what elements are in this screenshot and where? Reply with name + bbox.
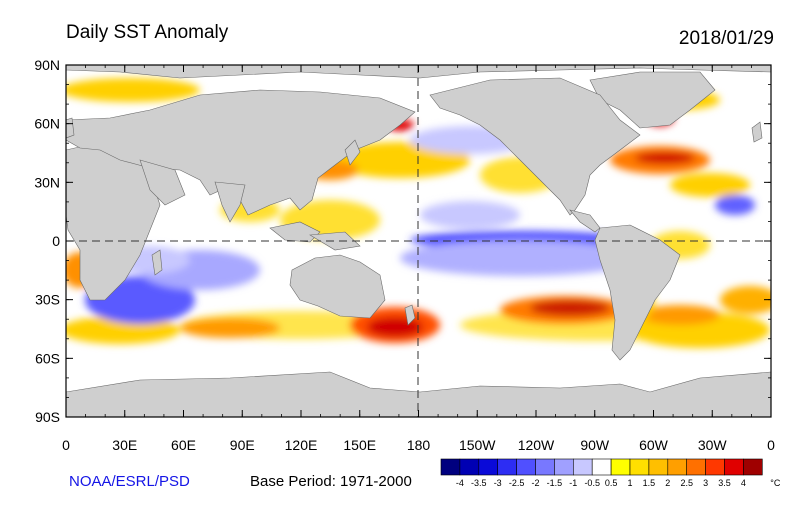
colorbar-label: -3 [494,478,502,488]
y-tick-label: 30N [34,174,60,190]
colorbar-swatch [648,458,669,476]
x-tick-label: 30E [112,437,137,453]
y-axis: 90N 60N 30N 0 30S 60S 90S [34,57,771,425]
y-tick-label: 90N [34,57,60,73]
y-tick-label: 0 [52,233,60,249]
colorbar-label: 0.5 [605,478,618,488]
base-period-label: Base Period: 1971-2000 [250,473,412,490]
x-tick-label: 0 [767,437,775,453]
x-tick-label: 60E [171,437,196,453]
colorbar-swatch [591,458,612,476]
y-tick-label: 60S [35,350,60,366]
y-tick-label: 60N [34,116,60,132]
colorbar-swatch [554,458,574,476]
colorbar-label: 2 [665,478,670,488]
colorbar-unit: °C [770,478,781,488]
x-tick-label: 150E [343,437,376,453]
colorbar-label: -2 [531,478,539,488]
y-tick-label: 30S [35,292,60,308]
colorbar-swatch [478,458,498,476]
colorbar-label: 3 [703,478,708,488]
colorbar-label: 2.5 [680,478,693,488]
map-title: Daily SST Anomaly [66,22,229,43]
colorbar-label: 4 [741,478,746,488]
colorbar-label: 3.5 [718,478,731,488]
x-tick-label: 30W [698,437,728,453]
colorbar-label: -4 [456,478,464,488]
x-tick-label: 90E [230,437,255,453]
colorbar-label: -3.5 [471,478,487,488]
colorbar-swatch [629,458,650,476]
x-tick-label: 60W [639,437,669,453]
colorbar-swatch [516,458,536,476]
colorbar-swatch [686,458,706,476]
colorbar-label: -1.5 [547,478,563,488]
colorbar-swatch [724,458,744,476]
colorbar-label: -2.5 [509,478,525,488]
colorbar-swatch [572,458,593,476]
colorbar-swatch [497,458,517,476]
colorbar-swatch [535,458,555,476]
colorbar-label: -0.5 [584,478,600,488]
x-tick-label: 150W [459,437,496,453]
map-plot-area [66,65,771,417]
x-tick-label: 180 [407,437,431,453]
colorbar-label: 1.5 [643,478,656,488]
y-tick-label: 90S [35,409,60,425]
map-date: 2018/01/29 [678,28,774,49]
colorbar-swatch [743,458,763,476]
x-tick-label: 120E [285,437,318,453]
colorbar-swatch [440,458,461,476]
colorbar: -4 -3.5 -3 -2.5 -2 -1.5 -1 -0.5 0.5 1 1.5 2 2.5 3 3.5 4… [440,458,781,488]
colorbar-swatch [667,458,687,476]
colorbar-swatch [610,458,631,476]
colorbar-swatch [705,458,725,476]
x-tick-label: 0 [62,437,70,453]
colorbar-label: 1 [627,478,632,488]
x-tick-label: 120W [518,437,555,453]
colorbar-swatch [459,458,480,476]
credit-label: NOAA/ESRL/PSD [69,473,190,490]
x-axis: 0 30E 60E 90E 120E 150E 180 150W 120W 90W 60W 30W 0 [62,65,775,453]
x-tick-label: 90W [580,437,610,453]
colorbar-label: -1 [569,478,577,488]
